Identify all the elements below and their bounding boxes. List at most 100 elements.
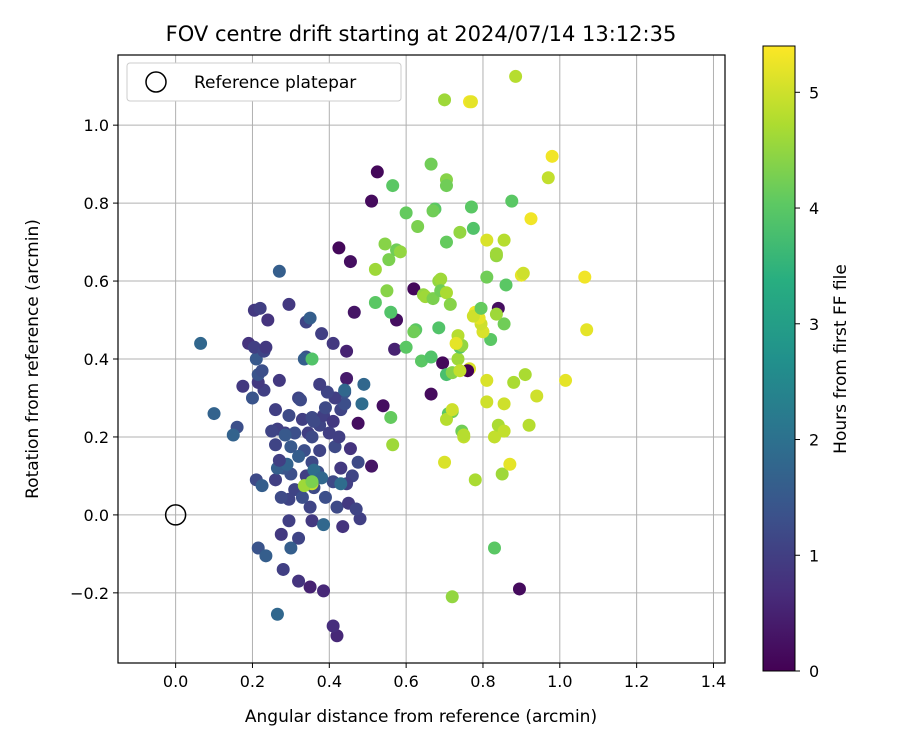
- data-point: [259, 340, 273, 354]
- colorbar-ticks: 0 1 2 3 4 5: [795, 83, 819, 681]
- y-axis-ticks: −0.2 0.0 0.2 0.4 0.6 0.8 1.0: [70, 116, 118, 603]
- data-point: [578, 270, 592, 284]
- colorbar: 0 1 2 3 4 5 Hours from first FF file: [762, 45, 851, 681]
- data-point: [497, 397, 511, 411]
- data-point: [388, 342, 402, 356]
- data-point: [449, 336, 463, 350]
- data-point: [424, 157, 438, 171]
- x-tick-label: 0.2: [240, 672, 265, 691]
- x-axis-ticks: 0.0 0.2 0.4 0.6 0.8 1.0 1.2 1.4: [163, 663, 726, 691]
- data-point: [278, 428, 292, 442]
- y-tick-label: −0.2: [70, 584, 109, 603]
- data-point: [313, 377, 327, 391]
- data-point: [522, 418, 536, 432]
- data-point: [276, 562, 290, 576]
- data-point: [292, 531, 306, 545]
- data-point: [453, 364, 467, 378]
- data-point: [426, 204, 440, 218]
- data-point: [436, 356, 450, 370]
- data-point: [305, 514, 319, 528]
- data-point: [303, 500, 317, 514]
- data-point: [343, 442, 357, 456]
- x-tick-label: 1.0: [547, 672, 572, 691]
- data-point: [353, 512, 367, 526]
- data-point: [438, 93, 452, 107]
- data-point: [424, 350, 438, 364]
- data-point: [265, 424, 279, 438]
- data-point: [334, 461, 348, 475]
- data-point: [495, 467, 509, 481]
- data-point: [272, 264, 286, 278]
- data-point: [466, 221, 480, 235]
- data-point: [480, 395, 494, 409]
- data-point: [399, 340, 413, 354]
- data-point: [530, 389, 544, 403]
- data-point: [376, 399, 390, 413]
- y-tick-label: 1.0: [84, 116, 109, 135]
- data-point: [347, 305, 361, 319]
- data-point: [393, 245, 407, 259]
- grid-lines: [118, 55, 725, 663]
- chart-title: FOV centre drift starting at 2024/07/14 …: [166, 22, 677, 46]
- data-point: [365, 194, 379, 208]
- data-point: [326, 619, 340, 633]
- data-point: [317, 584, 331, 598]
- reference-platepar-marker: [164, 504, 187, 526]
- data-point: [507, 375, 521, 389]
- y-tick-label: 0.6: [84, 272, 109, 291]
- data-point: [328, 440, 342, 454]
- colorbar-tick-label: 4: [809, 199, 819, 218]
- data-point: [274, 527, 288, 541]
- data-point: [282, 514, 296, 528]
- data-point: [432, 321, 446, 335]
- data-point: [464, 95, 478, 109]
- data-point: [407, 282, 421, 296]
- data-point: [207, 407, 221, 421]
- data-point: [330, 629, 344, 643]
- data-point: [317, 518, 331, 532]
- data-point: [351, 416, 365, 430]
- data-point: [305, 475, 319, 489]
- data-point: [489, 307, 503, 321]
- data-point: [253, 301, 267, 315]
- data-point: [382, 253, 396, 267]
- data-point: [305, 430, 319, 444]
- data-point: [439, 412, 453, 426]
- data-point: [439, 179, 453, 193]
- y-tick-label: 0.2: [84, 428, 109, 447]
- y-tick-label: 0.4: [84, 350, 109, 369]
- data-point: [384, 305, 398, 319]
- data-point: [424, 387, 438, 401]
- data-point: [293, 393, 307, 407]
- data-point: [438, 455, 452, 469]
- data-point: [468, 473, 482, 487]
- data-point: [226, 428, 240, 442]
- data-point: [378, 237, 392, 251]
- data-point: [499, 278, 513, 292]
- data-point: [292, 449, 306, 463]
- x-tick-label: 0.0: [163, 672, 188, 691]
- data-point: [503, 457, 517, 471]
- x-tick-label: 0.8: [470, 672, 495, 691]
- data-point: [326, 414, 340, 428]
- data-point: [357, 377, 371, 391]
- data-point: [399, 206, 413, 220]
- data-point: [318, 401, 332, 415]
- data-point: [334, 477, 348, 491]
- data-point: [368, 262, 382, 276]
- colorbar-tick-label: 3: [809, 315, 819, 334]
- colorbar-gradient: [762, 45, 796, 672]
- data-point: [370, 165, 384, 179]
- data-point: [443, 297, 457, 311]
- colorbar-tick-label: 1: [809, 546, 819, 565]
- data-point: [512, 582, 526, 596]
- data-point: [272, 453, 286, 467]
- data-point: [474, 301, 488, 315]
- data-point: [303, 311, 317, 325]
- legend-box: [126, 62, 402, 102]
- data-point: [545, 149, 559, 163]
- data-point: [457, 428, 471, 442]
- data-point: [497, 233, 511, 247]
- data-point: [295, 490, 309, 504]
